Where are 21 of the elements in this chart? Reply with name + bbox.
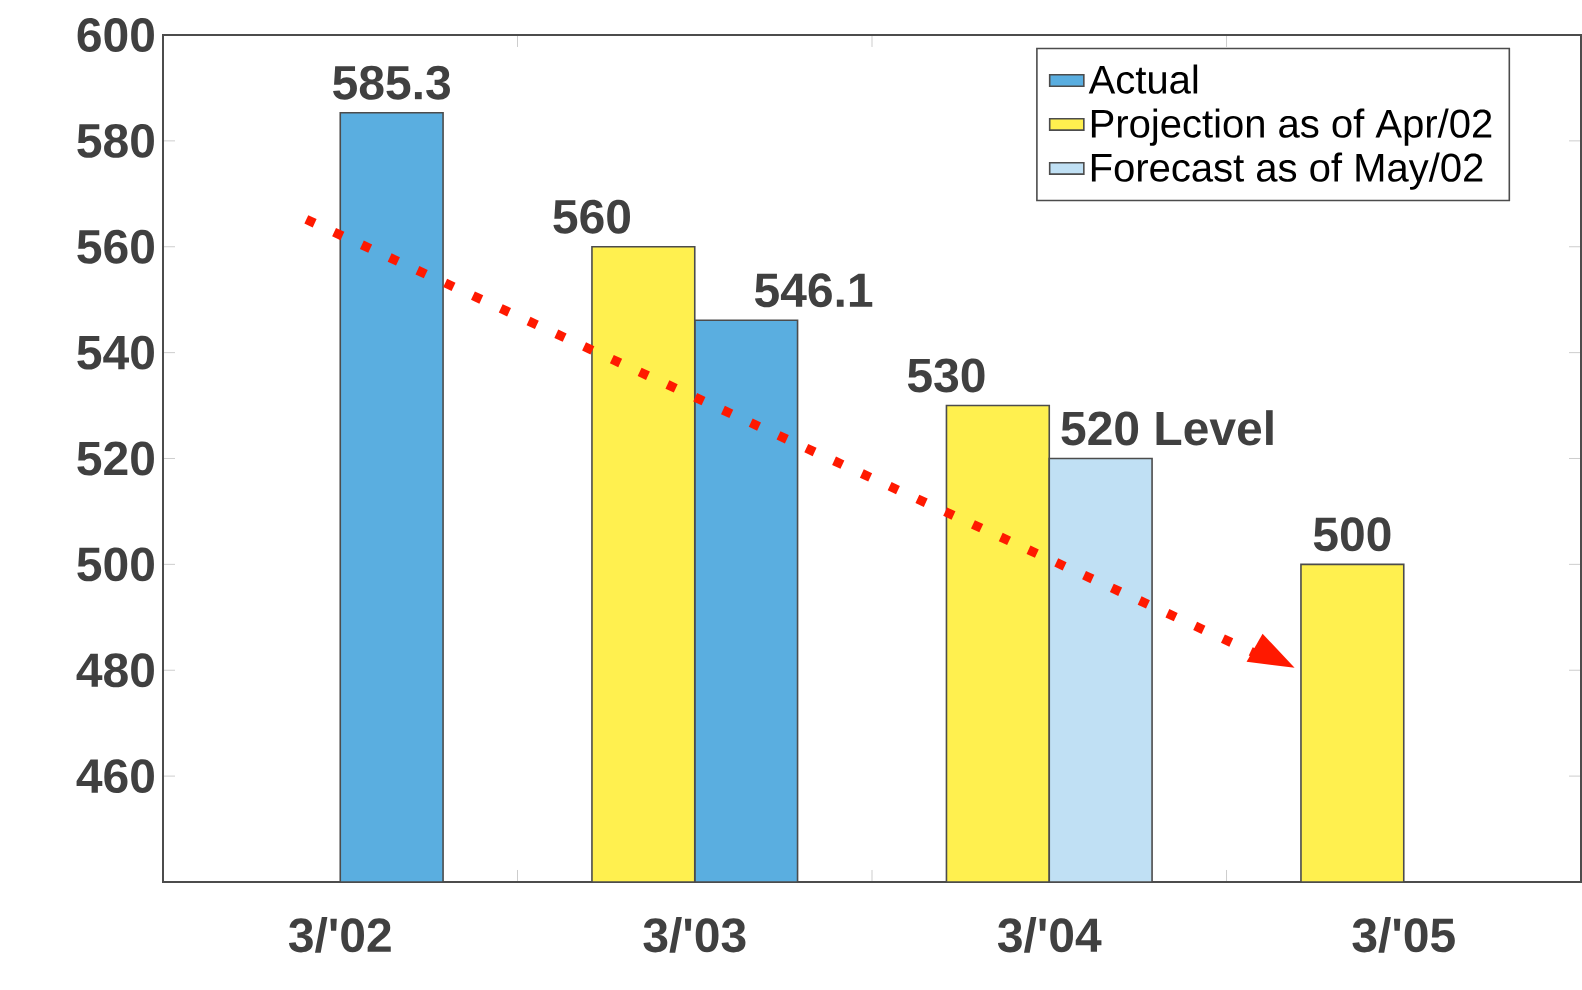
data-label: 585.3 (333, 65, 450, 100)
y-tick-label: 480 (76, 653, 154, 688)
data-label: 530 (907, 358, 985, 393)
legend-label: Actual (1088, 64, 1198, 94)
data-label: 500 (1313, 517, 1391, 552)
x-tick-label: 3/'05 (1352, 917, 1455, 953)
x-tick-label: 3/'02 (288, 917, 391, 953)
data-label: 546.1 (754, 273, 873, 308)
y-tick-label: 580 (77, 123, 154, 158)
y-tick-label: 540 (77, 335, 154, 370)
y-tick-label: 500 (77, 547, 154, 582)
y-tick-label: 560 (77, 229, 154, 264)
y-tick-label: 460 (76, 759, 154, 794)
legend-label: Projection as of Apr/02 (1091, 108, 1492, 146)
y-tick-label: 600 (77, 18, 154, 52)
y-tick-label: 520 (77, 441, 154, 476)
data-label: 560 (553, 199, 630, 234)
legend-label: Forecast as of May/02 (1091, 152, 1483, 190)
x-tick-label: 3/'03 (643, 917, 746, 953)
data-label: 520 Level (1061, 410, 1273, 446)
x-tick-label: 3/'04 (997, 917, 1102, 953)
